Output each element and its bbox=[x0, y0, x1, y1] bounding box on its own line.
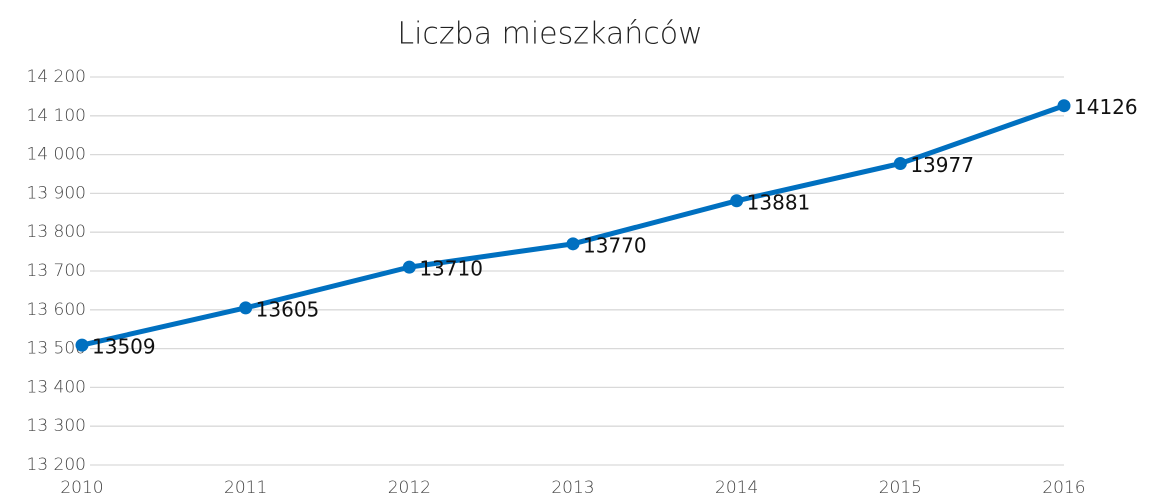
point-marker bbox=[75, 338, 89, 352]
y-tick-label: 14 200 bbox=[27, 67, 86, 87]
data-label: 13770 bbox=[583, 233, 647, 257]
data-label: 13977 bbox=[910, 153, 974, 177]
y-tick-label: 13 300 bbox=[27, 416, 86, 436]
point-marker bbox=[730, 194, 744, 208]
y-tick-label: 14 000 bbox=[27, 145, 86, 165]
data-label: 13509 bbox=[92, 335, 156, 359]
x-tick-label: 2014 bbox=[715, 478, 758, 498]
x-tick-label: 2013 bbox=[551, 478, 594, 498]
y-tick-label: 13 900 bbox=[27, 183, 86, 203]
y-tick-label: 13 200 bbox=[27, 455, 86, 475]
y-tick-label: 13 800 bbox=[27, 222, 86, 242]
y-tick-label: 13 500 bbox=[27, 339, 86, 359]
data-label: 13605 bbox=[256, 297, 320, 321]
point-marker bbox=[566, 237, 580, 251]
data-label: 14126 bbox=[1074, 95, 1138, 119]
y-tick-label: 13 700 bbox=[27, 261, 86, 281]
point-marker bbox=[893, 157, 907, 171]
point-marker bbox=[402, 260, 416, 274]
x-tick-label: 2010 bbox=[60, 478, 103, 498]
x-tick-label: 2012 bbox=[388, 478, 431, 498]
data-label: 13881 bbox=[747, 190, 811, 214]
y-tick-label: 14 100 bbox=[27, 106, 86, 126]
chart-title: Liczba mieszkańców bbox=[397, 17, 702, 52]
point-marker bbox=[1057, 99, 1071, 113]
y-tick-label: 13 600 bbox=[27, 300, 86, 320]
point-marker bbox=[239, 301, 253, 315]
data-label: 13710 bbox=[419, 257, 483, 281]
x-tick-label: 2015 bbox=[879, 478, 922, 498]
x-tick-label: 2011 bbox=[224, 478, 267, 498]
y-tick-label: 13 400 bbox=[27, 377, 86, 397]
x-tick-label: 2016 bbox=[1042, 478, 1085, 498]
